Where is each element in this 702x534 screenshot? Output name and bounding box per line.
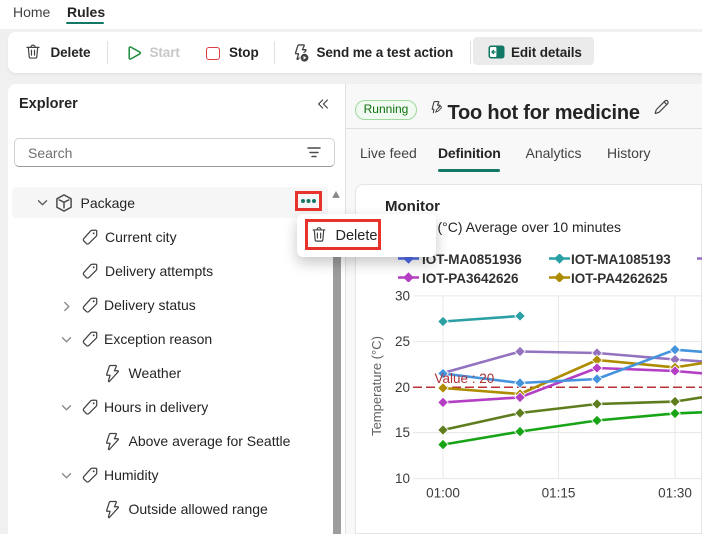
- svg-text:01:30: 01:30: [658, 486, 692, 501]
- svg-text:30: 30: [395, 289, 410, 304]
- svg-text:25: 25: [395, 334, 410, 349]
- svg-text:01:15: 01:15: [542, 486, 576, 501]
- svg-text:Temperature (°C): Temperature (°C): [369, 336, 384, 436]
- svg-text:15: 15: [395, 425, 410, 440]
- svg-text:10: 10: [395, 471, 410, 486]
- svg-text:20: 20: [395, 380, 410, 395]
- svg-text:01:00: 01:00: [426, 486, 460, 501]
- svg-text:Value : 20: Value : 20: [435, 371, 495, 386]
